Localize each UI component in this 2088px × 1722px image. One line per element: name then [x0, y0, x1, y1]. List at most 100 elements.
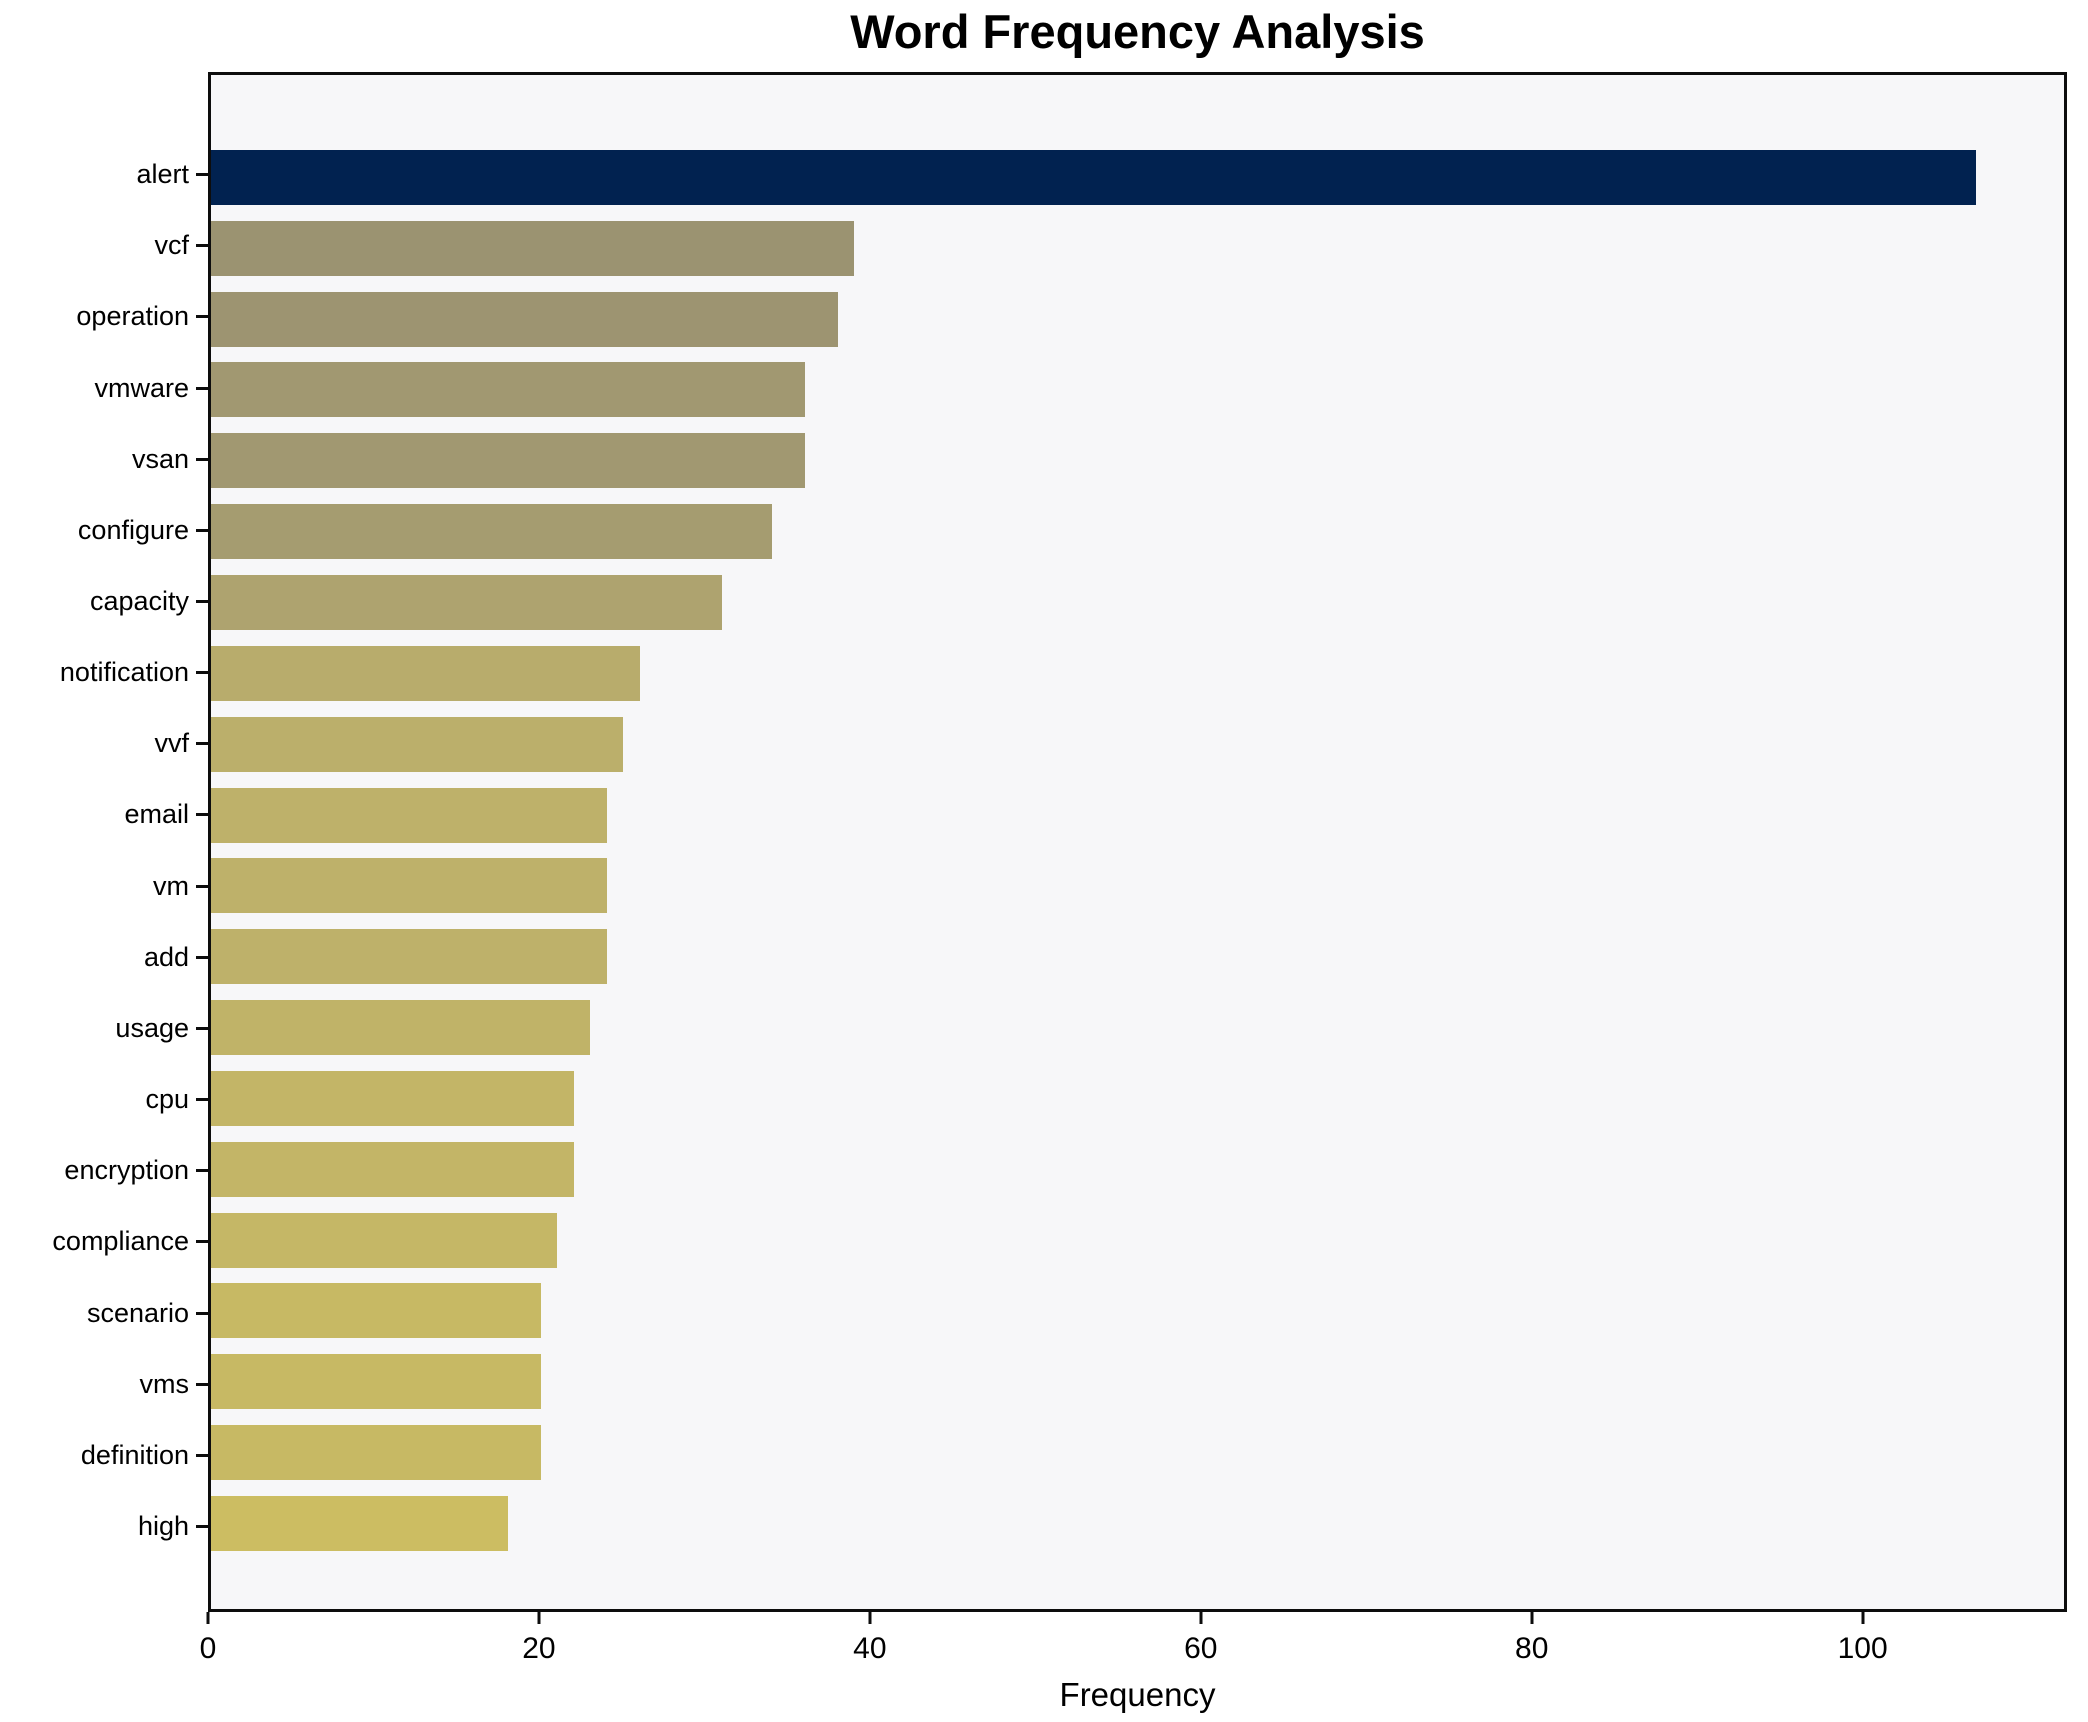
- y-tick-row: operation: [0, 281, 208, 352]
- y-tick-mark: [196, 1311, 208, 1315]
- y-tick-label: vcf: [154, 230, 189, 261]
- y-tick-label: capacity: [89, 586, 189, 617]
- bar-vsan: [211, 433, 805, 489]
- bar-alert: [211, 149, 1976, 205]
- y-tick-mark: [196, 457, 208, 461]
- x-tick-label: 40: [853, 1632, 887, 1665]
- bar-vm: [211, 858, 607, 914]
- y-tick-mark: [196, 884, 208, 888]
- y-axis-labels: alert vcf operation vmware vsan configure capa…: [0, 72, 208, 1612]
- y-tick-mark: [196, 1169, 208, 1173]
- bar-row: [211, 1346, 2064, 1417]
- x-tick-label: 0: [199, 1632, 217, 1665]
- y-tick-mark: [196, 386, 208, 390]
- bar-row: [211, 992, 2064, 1063]
- bars-container: [211, 75, 2064, 1609]
- bar-row: [211, 496, 2064, 567]
- bar-row: [211, 1417, 2064, 1488]
- bar-row: [211, 213, 2064, 284]
- y-tick-label: vvf: [154, 728, 189, 759]
- y-tick-row: definition: [0, 1420, 208, 1491]
- bar-encryption: [211, 1141, 574, 1197]
- bar-usage: [211, 1000, 591, 1056]
- y-tick-mark: [196, 955, 208, 959]
- y-tick-label: email: [124, 799, 189, 830]
- bar-notification: [211, 645, 640, 701]
- y-tick-row: vsan: [0, 424, 208, 495]
- bar-high: [211, 1495, 508, 1551]
- x-tick-mark: [537, 1612, 541, 1624]
- bar-row: [211, 709, 2064, 780]
- y-tick-label: cpu: [145, 1084, 189, 1115]
- y-tick-row: usage: [0, 993, 208, 1064]
- y-tick-mark: [196, 528, 208, 532]
- bar-scenario: [211, 1283, 541, 1339]
- y-tick-row: compliance: [0, 1206, 208, 1277]
- y-tick-mark: [196, 315, 208, 319]
- y-tick-label: vms: [139, 1368, 190, 1399]
- y-tick-label: compliance: [52, 1226, 189, 1257]
- x-tick-label: 80: [1515, 1632, 1549, 1665]
- bar-definition: [211, 1425, 541, 1481]
- y-tick-label: add: [143, 941, 189, 972]
- bar-row: [211, 638, 2064, 709]
- bar-row: [211, 355, 2064, 426]
- bar-row: [211, 1063, 2064, 1134]
- y-tick-label: high: [137, 1511, 189, 1542]
- y-tick-mark: [196, 1525, 208, 1529]
- y-tick-mark: [196, 244, 208, 248]
- y-tick-row: notification: [0, 637, 208, 708]
- y-tick-label: scenario: [86, 1297, 189, 1328]
- y-tick-mark: [196, 1026, 208, 1030]
- y-tick-mark: [196, 1240, 208, 1244]
- bar-row: [211, 1134, 2064, 1205]
- bar-row: [211, 1276, 2064, 1347]
- bar-row: [211, 780, 2064, 851]
- y-tick-row: alert: [0, 139, 208, 210]
- y-tick-row: high: [0, 1491, 208, 1562]
- y-tick-label: configure: [77, 514, 189, 545]
- bar-cpu: [211, 1070, 574, 1126]
- y-tick-row: encryption: [0, 1135, 208, 1206]
- x-axis-title: Frequency: [1059, 1676, 1216, 1713]
- bar-row: [211, 1205, 2064, 1276]
- y-tick-mark: [196, 600, 208, 604]
- bar-row: [211, 850, 2064, 921]
- y-tick-label: vsan: [131, 443, 189, 474]
- y-tick-row: vvf: [0, 708, 208, 779]
- plot-area: [208, 72, 2067, 1612]
- y-tick-mark: [196, 813, 208, 817]
- bar-vmware: [211, 362, 805, 418]
- bar-vvf: [211, 716, 624, 772]
- bar-vms: [211, 1354, 541, 1410]
- y-tick-row: email: [0, 779, 208, 850]
- x-tick-mark: [1530, 1612, 1534, 1624]
- y-tick-row: vm: [0, 851, 208, 922]
- x-tick-label: 60: [1184, 1632, 1218, 1665]
- y-tick-row: vms: [0, 1349, 208, 1420]
- bar-configure: [211, 504, 772, 560]
- bar-add: [211, 929, 607, 985]
- bar-row: [211, 567, 2064, 638]
- y-tick-label: alert: [136, 159, 189, 190]
- y-tick-mark: [196, 671, 208, 675]
- y-tick-row: vmware: [0, 352, 208, 423]
- y-tick-mark: [196, 1382, 208, 1386]
- y-tick-label: encryption: [64, 1155, 189, 1186]
- x-tick-label: 100: [1837, 1632, 1888, 1665]
- y-tick-row: scenario: [0, 1278, 208, 1349]
- bar-row: [211, 425, 2064, 496]
- x-tick-mark: [868, 1612, 872, 1624]
- bar-row: [211, 1488, 2064, 1559]
- bar-compliance: [211, 1212, 558, 1268]
- y-tick-mark: [196, 742, 208, 746]
- y-tick-label: vmware: [94, 372, 189, 403]
- bar-row: [211, 142, 2064, 213]
- y-tick-label: usage: [115, 1012, 189, 1043]
- y-tick-label: notification: [59, 657, 189, 688]
- y-tick-row: cpu: [0, 1064, 208, 1135]
- chart-title: Word Frequency Analysis: [850, 5, 1425, 58]
- y-tick-label: definition: [80, 1439, 189, 1470]
- y-tick-row: configure: [0, 495, 208, 566]
